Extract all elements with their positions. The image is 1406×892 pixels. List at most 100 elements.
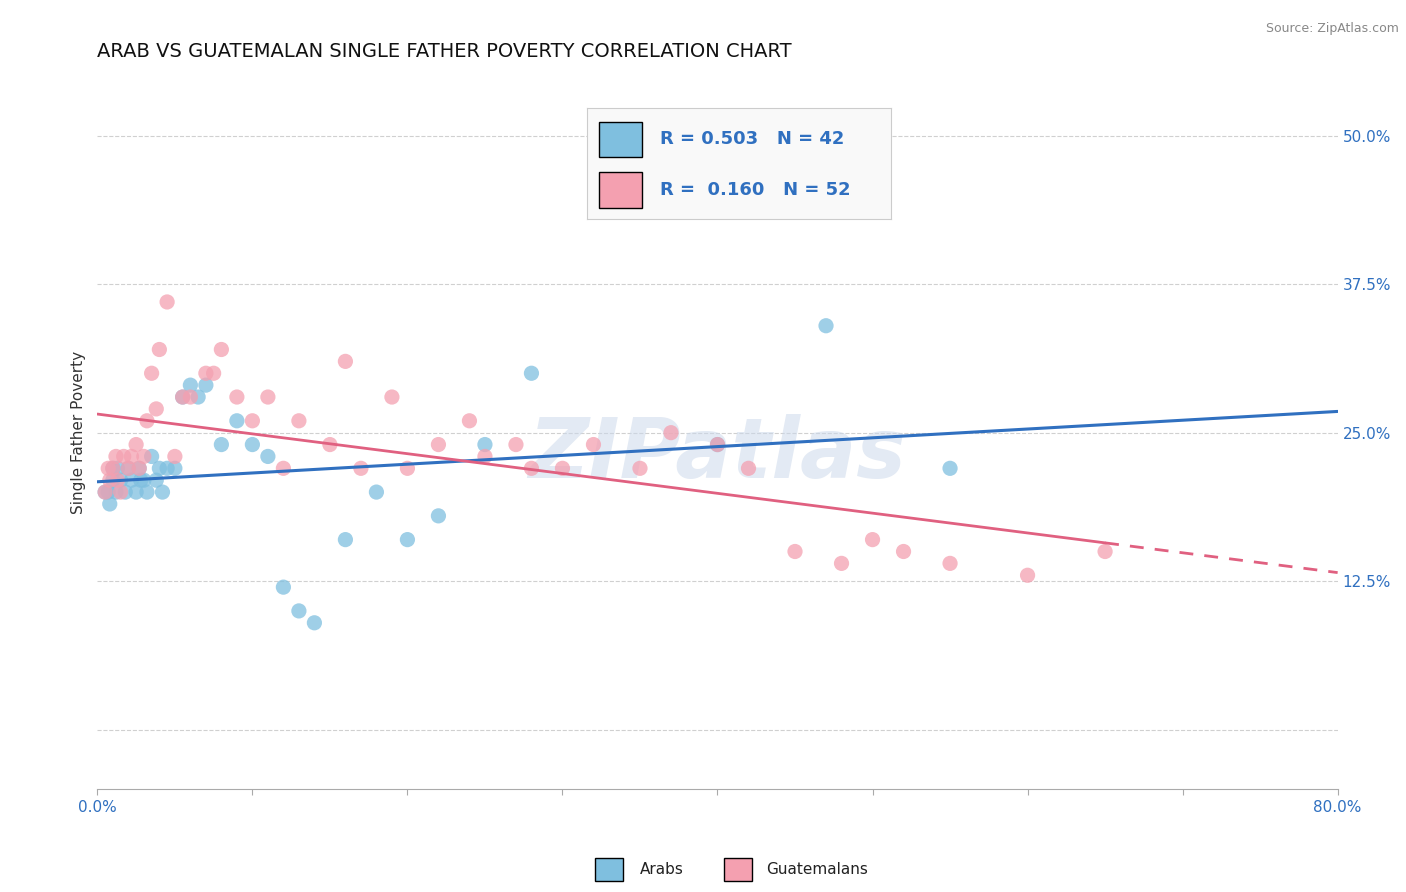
Point (145, 401, 167, 416)
Point (136, 485, 159, 500)
Point (101, 461, 124, 475)
Point (148, 343, 170, 357)
Point (145, 473, 167, 487)
Point (128, 461, 150, 475)
Point (939, 557, 962, 571)
Point (288, 604, 311, 618)
Point (114, 485, 136, 500)
Point (350, 461, 373, 475)
Point (120, 450, 142, 464)
Point (156, 461, 179, 475)
Point (706, 437, 728, 451)
Point (141, 366, 163, 380)
Point (104, 450, 127, 464)
Point (94, 485, 117, 500)
Point (110, 485, 132, 500)
Text: ZIPatlas: ZIPatlas (529, 414, 907, 494)
Point (152, 485, 174, 500)
Point (783, 544, 806, 558)
Point (172, 390, 194, 404)
Point (209, 343, 232, 357)
Point (288, 414, 311, 428)
Point (101, 461, 124, 475)
Point (120, 473, 142, 487)
Point (257, 390, 280, 404)
Point (148, 461, 170, 475)
Point (628, 461, 651, 475)
Point (1094, 544, 1116, 558)
Point (551, 461, 574, 475)
Point (98, 473, 121, 487)
Point (814, 318, 837, 333)
Point (187, 390, 209, 404)
Point (104, 485, 127, 500)
Point (179, 390, 201, 404)
Point (427, 508, 450, 523)
Point (893, 544, 915, 558)
Point (706, 437, 728, 451)
Point (381, 390, 404, 404)
Point (458, 414, 481, 428)
Point (98, 497, 121, 511)
Point (112, 450, 135, 464)
Point (125, 485, 148, 500)
Text: Source: ZipAtlas.com: Source: ZipAtlas.com (1265, 22, 1399, 36)
Point (209, 437, 232, 451)
Point (107, 461, 129, 475)
Text: Arabs: Arabs (640, 863, 683, 877)
Point (97, 485, 120, 500)
Point (128, 461, 150, 475)
Point (319, 437, 342, 451)
Point (242, 414, 264, 428)
Point (366, 485, 388, 500)
Point (172, 390, 194, 404)
Point (474, 450, 496, 464)
Point (110, 473, 132, 487)
Point (194, 366, 217, 380)
Point (202, 366, 225, 380)
Point (273, 580, 295, 594)
Point (225, 414, 247, 428)
Point (156, 295, 179, 310)
Point (141, 450, 163, 464)
Point (101, 473, 124, 487)
Point (737, 461, 759, 475)
Point (132, 450, 155, 464)
Point (179, 378, 201, 392)
Text: ARAB VS GUATEMALAN SINGLE FATHER POVERTY CORRELATION CHART: ARAB VS GUATEMALAN SINGLE FATHER POVERTY… (97, 42, 792, 61)
Point (582, 437, 605, 451)
Point (117, 461, 139, 475)
Point (520, 461, 543, 475)
Point (396, 461, 419, 475)
Point (939, 461, 962, 475)
Point (474, 437, 496, 451)
Y-axis label: Single Father Poverty: Single Father Poverty (72, 351, 86, 514)
Point (335, 354, 357, 368)
Point (117, 461, 139, 475)
Point (136, 414, 159, 428)
Point (257, 450, 280, 464)
Point (335, 533, 357, 547)
Point (1017, 568, 1039, 582)
Point (242, 437, 264, 451)
Point (107, 473, 129, 487)
Point (129, 473, 152, 487)
Point (831, 557, 853, 571)
Point (862, 533, 884, 547)
Point (396, 533, 419, 547)
Point (304, 615, 326, 630)
Point (125, 437, 148, 451)
Point (225, 390, 247, 404)
Point (273, 461, 295, 475)
Point (427, 437, 450, 451)
Point (163, 450, 186, 464)
Point (132, 473, 155, 487)
Point (520, 366, 543, 380)
Point (97, 461, 120, 475)
Text: Guatemalans: Guatemalans (766, 863, 868, 877)
Point (163, 461, 186, 475)
Point (505, 437, 527, 451)
Point (659, 425, 682, 440)
Point (94, 485, 117, 500)
Point (194, 378, 217, 392)
